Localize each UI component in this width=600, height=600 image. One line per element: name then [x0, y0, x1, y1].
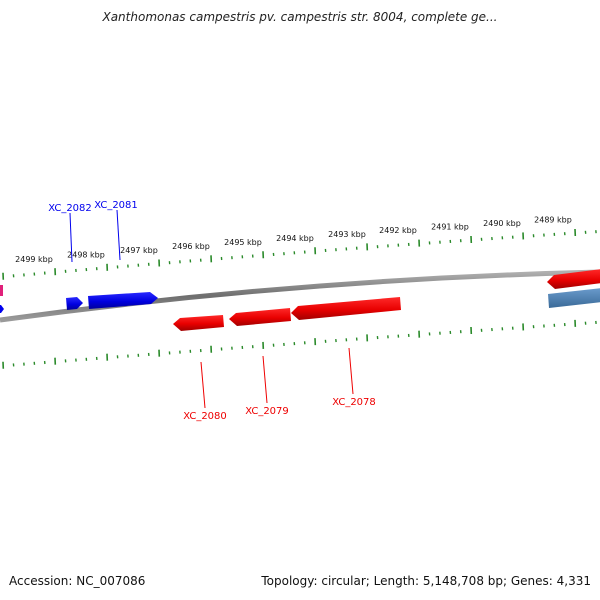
scale-label: 2490 kbp	[483, 219, 521, 228]
scale-label: 2492 kbp	[379, 226, 417, 235]
gene-label-xc-2078[interactable]: XC_2078	[332, 397, 376, 408]
gene-label-xc-2080[interactable]: XC_2080	[183, 411, 227, 422]
genome-backbone	[0, 269, 600, 323]
gene-xc-2082[interactable]	[66, 297, 83, 310]
magenta-gene-feature[interactable]	[0, 285, 3, 296]
outer-scale-ticks	[2, 228, 597, 280]
scale-labels: 2499 kbp 2498 kbp 2497 kbp 2496 kbp 2495 kbp…	[15, 215, 572, 264]
leader-xc-2082	[69, 212, 73, 263]
map-title: Xanthomonas campestris pv. campestris st…	[102, 10, 498, 24]
blue-gene-edge-feature[interactable]	[0, 305, 4, 313]
scale-label: 2499 kbp	[15, 255, 53, 264]
genome-summary-text: Topology: circular; Length: 5,148,708 bp…	[261, 574, 591, 588]
scale-label: 2493 kbp	[328, 230, 366, 239]
leader-xc-2078	[348, 347, 354, 395]
steelblue-gene-edge-feature[interactable]	[548, 288, 600, 308]
scale-label: 2498 kbp	[67, 251, 105, 260]
accession-text: Accession: NC_007086	[9, 574, 146, 588]
gene-xc-2081[interactable]	[88, 292, 158, 309]
gene-label-xc-2081[interactable]: XC_2081	[94, 200, 138, 211]
leader-xc-2081	[116, 209, 121, 261]
leader-xc-2079	[262, 355, 268, 404]
gene-label-xc-2082[interactable]: XC_2082	[48, 203, 92, 214]
gene-xc-2080[interactable]	[173, 315, 224, 331]
scale-label: 2489 kbp	[534, 215, 572, 224]
leader-xc-2080	[200, 361, 206, 409]
scale-label: 2494 kbp	[276, 234, 314, 243]
gene-xc-2079[interactable]	[229, 308, 291, 326]
scale-label: 2496 kbp	[172, 242, 210, 251]
inner-scale-ticks	[2, 319, 597, 369]
scale-label: 2491 kbp	[431, 222, 469, 231]
scale-label: 2497 kbp	[120, 246, 158, 255]
scale-label: 2495 kbp	[224, 238, 262, 247]
gene-xc-2078[interactable]	[291, 297, 401, 320]
gene-label-xc-2079[interactable]: XC_2079	[245, 406, 289, 417]
red-gene-edge-feature[interactable]	[547, 269, 600, 289]
